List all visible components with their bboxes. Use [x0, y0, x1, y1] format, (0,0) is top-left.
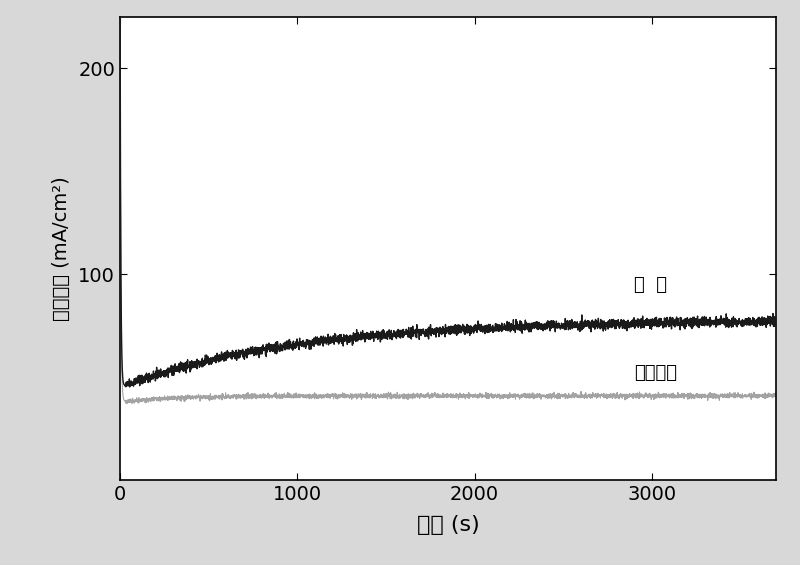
Y-axis label: 电流密度 (mA/cm²): 电流密度 (mA/cm²): [52, 176, 71, 321]
Text: 超  声: 超 声: [634, 276, 667, 294]
X-axis label: 时间 (s): 时间 (s): [417, 515, 479, 535]
Text: 磁力搞拌: 磁力搞拌: [634, 364, 677, 382]
